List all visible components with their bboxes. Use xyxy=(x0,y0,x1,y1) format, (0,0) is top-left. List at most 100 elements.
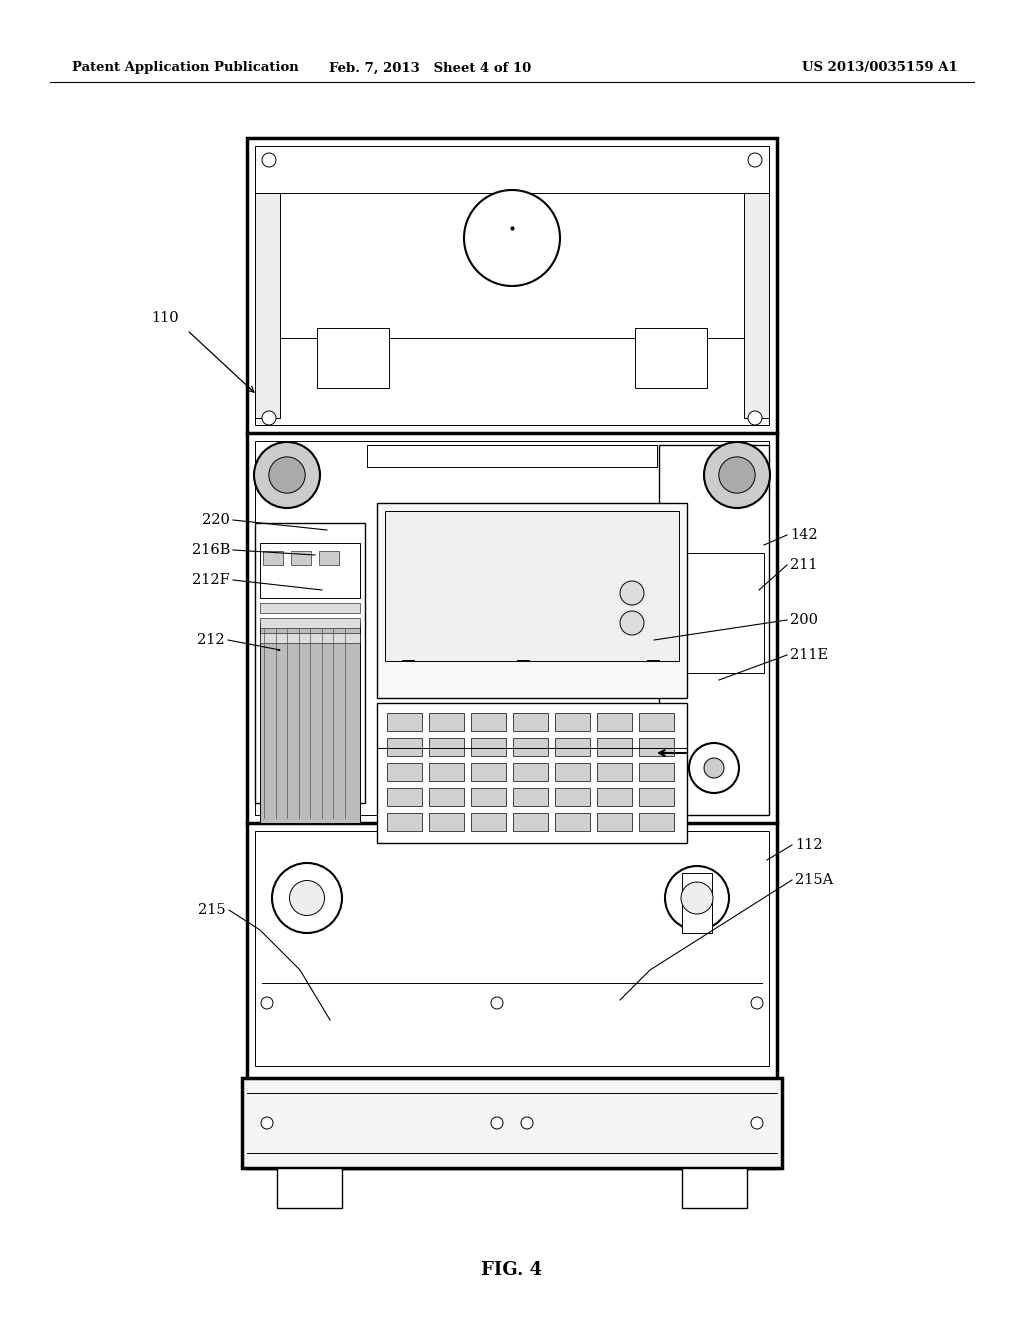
Text: 142: 142 xyxy=(790,528,817,543)
Bar xyxy=(260,623,360,822)
Bar xyxy=(385,511,679,661)
Circle shape xyxy=(269,457,305,494)
Bar xyxy=(664,553,764,673)
Bar xyxy=(597,763,632,781)
Bar xyxy=(635,327,707,388)
Text: 216B: 216B xyxy=(191,543,230,557)
Bar xyxy=(242,1078,782,1168)
Bar xyxy=(682,1168,746,1208)
Bar xyxy=(387,713,422,731)
Bar xyxy=(377,503,687,698)
Circle shape xyxy=(705,758,724,777)
Bar xyxy=(429,738,464,756)
Circle shape xyxy=(681,882,713,913)
Circle shape xyxy=(290,880,325,916)
Bar xyxy=(278,1168,342,1208)
Bar xyxy=(260,618,360,628)
Circle shape xyxy=(751,1117,763,1129)
Text: Patent Application Publication: Patent Application Publication xyxy=(72,62,299,74)
Bar xyxy=(639,788,674,807)
Bar xyxy=(555,813,590,832)
Bar xyxy=(639,713,674,731)
Text: 110: 110 xyxy=(152,312,179,325)
Bar xyxy=(744,193,769,418)
Bar xyxy=(387,813,422,832)
Circle shape xyxy=(261,1117,273,1129)
Circle shape xyxy=(254,442,319,508)
Text: US 2013/0035159 A1: US 2013/0035159 A1 xyxy=(802,62,958,74)
Circle shape xyxy=(620,581,644,605)
Bar xyxy=(387,763,422,781)
Bar xyxy=(513,713,548,731)
Bar xyxy=(471,788,506,807)
Text: 215A: 215A xyxy=(795,873,834,887)
Bar xyxy=(513,738,548,756)
Bar xyxy=(471,713,506,731)
Circle shape xyxy=(490,997,503,1008)
Bar xyxy=(429,788,464,807)
Circle shape xyxy=(665,866,729,931)
Text: FIG. 4: FIG. 4 xyxy=(481,1261,543,1279)
Circle shape xyxy=(748,153,762,168)
Bar xyxy=(319,550,339,565)
Bar xyxy=(429,713,464,731)
Bar xyxy=(260,634,360,643)
Circle shape xyxy=(261,997,273,1008)
Text: 212F: 212F xyxy=(193,573,230,587)
Bar xyxy=(255,441,769,814)
Bar xyxy=(513,763,548,781)
Circle shape xyxy=(705,442,770,508)
Bar xyxy=(429,763,464,781)
Bar xyxy=(597,813,632,832)
Circle shape xyxy=(262,411,276,425)
Text: Feb. 7, 2013   Sheet 4 of 10: Feb. 7, 2013 Sheet 4 of 10 xyxy=(329,62,531,74)
Bar xyxy=(247,139,777,1168)
Circle shape xyxy=(464,190,560,286)
Bar xyxy=(471,763,506,781)
Bar xyxy=(555,788,590,807)
Circle shape xyxy=(751,997,763,1008)
Bar xyxy=(513,813,548,832)
Circle shape xyxy=(262,153,276,168)
Text: 112: 112 xyxy=(795,838,822,851)
Bar xyxy=(555,763,590,781)
Bar xyxy=(471,738,506,756)
Bar xyxy=(659,445,769,814)
Bar xyxy=(639,813,674,832)
Bar xyxy=(639,763,674,781)
Bar xyxy=(260,543,360,598)
Circle shape xyxy=(620,611,644,635)
Text: 200: 200 xyxy=(790,612,818,627)
Bar xyxy=(263,550,283,565)
Text: 212: 212 xyxy=(198,634,225,647)
Circle shape xyxy=(272,863,342,933)
Circle shape xyxy=(689,743,739,793)
Bar xyxy=(377,704,687,843)
Text: 211E: 211E xyxy=(790,648,828,663)
Bar xyxy=(255,523,365,803)
Bar xyxy=(317,327,389,388)
Circle shape xyxy=(719,457,755,494)
Bar xyxy=(513,788,548,807)
Text: 220: 220 xyxy=(202,513,230,527)
Bar xyxy=(291,550,311,565)
Bar xyxy=(429,813,464,832)
Text: 215: 215 xyxy=(199,903,226,917)
Bar xyxy=(367,445,657,467)
Bar xyxy=(639,738,674,756)
Bar xyxy=(555,713,590,731)
Bar xyxy=(255,832,769,1067)
Bar xyxy=(387,738,422,756)
Bar xyxy=(555,738,590,756)
Bar xyxy=(597,713,632,731)
Text: 211: 211 xyxy=(790,558,817,572)
Bar xyxy=(682,873,712,933)
Circle shape xyxy=(748,411,762,425)
Bar xyxy=(597,788,632,807)
Circle shape xyxy=(521,1117,534,1129)
Circle shape xyxy=(490,1117,503,1129)
Bar xyxy=(471,813,506,832)
Bar xyxy=(387,788,422,807)
Bar xyxy=(255,193,280,418)
Bar xyxy=(260,603,360,612)
